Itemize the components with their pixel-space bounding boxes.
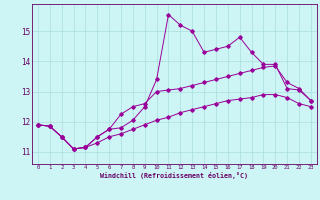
X-axis label: Windchill (Refroidissement éolien,°C): Windchill (Refroidissement éolien,°C) [100, 172, 248, 179]
